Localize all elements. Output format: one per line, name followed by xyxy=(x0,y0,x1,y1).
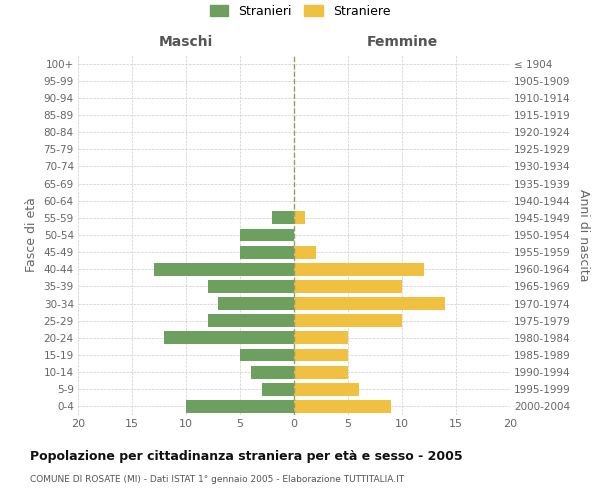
Bar xyxy=(208,314,294,327)
Bar xyxy=(294,400,391,413)
Text: COMUNE DI ROSATE (MI) - Dati ISTAT 1° gennaio 2005 - Elaborazione TUTTITALIA.IT: COMUNE DI ROSATE (MI) - Dati ISTAT 1° ge… xyxy=(30,475,404,484)
Bar xyxy=(294,280,402,293)
Bar xyxy=(240,246,294,258)
Bar xyxy=(294,263,424,276)
Bar xyxy=(272,212,294,224)
Bar xyxy=(154,263,294,276)
Bar xyxy=(294,212,305,224)
Bar xyxy=(240,348,294,362)
Bar xyxy=(262,383,294,396)
Bar xyxy=(294,348,348,362)
Bar xyxy=(294,332,348,344)
Bar xyxy=(251,366,294,378)
Bar xyxy=(294,297,445,310)
Y-axis label: Anni di nascita: Anni di nascita xyxy=(577,188,590,281)
Bar xyxy=(240,228,294,241)
Bar xyxy=(164,332,294,344)
Bar xyxy=(294,314,402,327)
Y-axis label: Fasce di età: Fasce di età xyxy=(25,198,38,272)
Bar xyxy=(294,383,359,396)
Legend: Stranieri, Straniere: Stranieri, Straniere xyxy=(205,0,395,23)
Bar xyxy=(294,246,316,258)
Bar xyxy=(294,366,348,378)
Text: Popolazione per cittadinanza straniera per età e sesso - 2005: Popolazione per cittadinanza straniera p… xyxy=(30,450,463,463)
Bar xyxy=(208,280,294,293)
Bar xyxy=(186,400,294,413)
Bar xyxy=(218,297,294,310)
